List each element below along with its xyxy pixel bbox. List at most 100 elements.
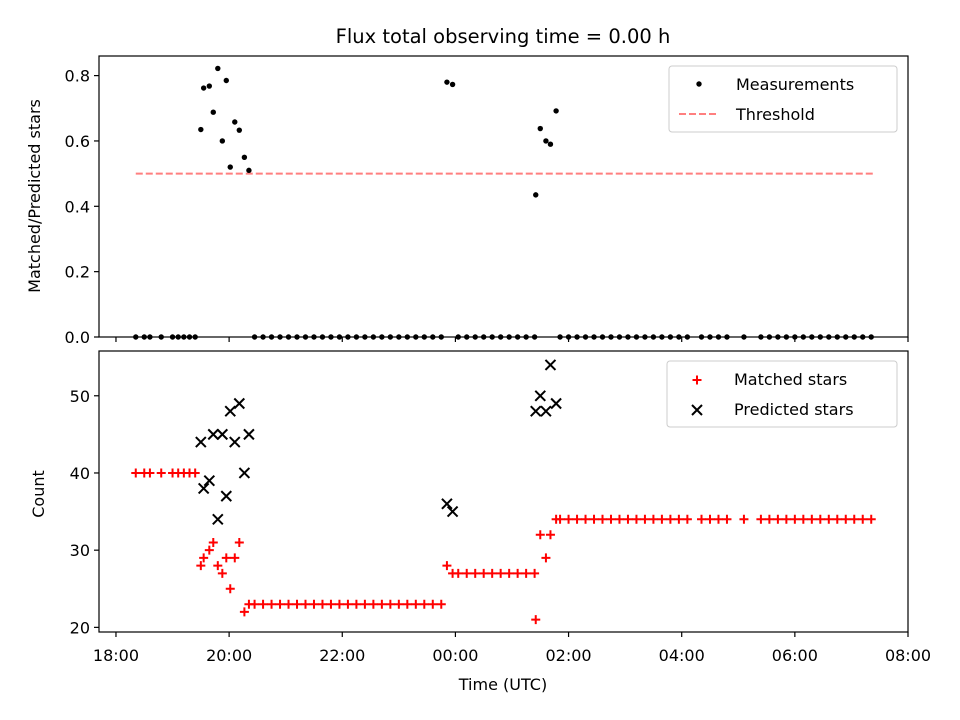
matched-star-point [351, 599, 361, 609]
measurement-point [200, 85, 207, 91]
predicted-star-point [203, 474, 216, 487]
predicted-star-point [212, 513, 224, 525]
bottom-marks [131, 359, 876, 625]
matched-star-point [326, 599, 336, 609]
matched-star-point [781, 514, 791, 524]
matched-star-point [815, 514, 825, 524]
legend-matched-plus [692, 375, 702, 385]
top-ytick-label: 0.8 [65, 67, 90, 86]
top-marks [133, 65, 875, 340]
bottom-xtick-label: 18:00 [93, 646, 139, 665]
matched-star-point [428, 599, 438, 609]
measurement-point [246, 167, 252, 174]
measurement-point [236, 127, 243, 133]
matched-star-point [648, 514, 658, 524]
bottom-xtick-label: 04:00 [659, 646, 705, 665]
measurement-point [444, 79, 450, 85]
bottom-panel: 20 30 40 50 18:00 20:00 22:00 00:00 02:00 04:00 06… [29, 350, 931, 694]
matched-star-point [623, 514, 633, 524]
matched-star-point [487, 568, 497, 578]
matched-star-point [581, 514, 591, 524]
matched-star-point [598, 514, 608, 524]
matched-star-point [343, 599, 353, 609]
bottom-ylabel: Count [29, 470, 48, 518]
measurement-point [227, 164, 233, 170]
matched-star-point [385, 599, 395, 609]
matched-star-point [541, 553, 551, 563]
matched-star-point [535, 530, 545, 540]
matched-star-point [841, 514, 851, 524]
matched-star-point [849, 514, 859, 524]
matched-star-point [564, 514, 574, 524]
matched-star-point [234, 537, 244, 547]
measurement-point [533, 192, 539, 198]
matched-star-point [807, 514, 817, 524]
matched-star-point [300, 599, 310, 609]
measurement-point [215, 65, 221, 72]
bottom-ytick-label: 20 [70, 618, 90, 637]
matched-star-point [470, 568, 480, 578]
matched-star-point [713, 514, 723, 524]
measurement-point [241, 154, 248, 160]
matched-star-point [572, 514, 582, 524]
measurement-point [219, 138, 226, 144]
matched-star-point [866, 514, 876, 524]
measurement-point [198, 126, 204, 133]
matched-star-point [275, 599, 285, 609]
measurement-point [553, 108, 559, 114]
predicted-star-point [195, 436, 207, 448]
legend-predicted-marker [691, 404, 703, 416]
matched-star-point [199, 553, 209, 563]
predicted-star-point [216, 428, 229, 441]
matched-star-point [225, 584, 235, 594]
matched-star-point [521, 568, 531, 578]
bottom-xtick-label: 22:00 [319, 646, 365, 665]
bottom-legend: Matched stars Predicted stars [666, 360, 898, 428]
predicted-star-point [220, 490, 232, 502]
matched-star-point [309, 599, 319, 609]
matched-star-point [213, 561, 223, 571]
predicted-star-point [197, 482, 210, 495]
matched-star-point [462, 568, 472, 578]
matched-star-point [739, 514, 749, 524]
measurement-point [543, 138, 549, 144]
bottom-xtick-label: 00:00 [432, 646, 478, 665]
measurement-point [537, 125, 543, 132]
matched-star-point [530, 568, 540, 578]
top-ylabel: Matched/Predicted stars [25, 99, 44, 293]
legend-threshold-label: Threshold [735, 105, 815, 124]
top-ytick-label: 0.4 [65, 197, 90, 216]
matched-star-point [606, 514, 616, 524]
bottom-xtick-label: 20:00 [206, 646, 252, 665]
bottom-legend-box [666, 360, 898, 428]
measurement-point [547, 141, 554, 147]
matched-star-point [764, 514, 774, 524]
top-ytick-label: 0.2 [65, 263, 90, 282]
predicted-star-point [550, 397, 562, 410]
matched-star-point [513, 568, 523, 578]
matched-star-point [258, 599, 268, 609]
matched-star-point [824, 514, 834, 524]
matched-star-point [196, 561, 206, 571]
matched-star-point [190, 468, 200, 478]
chart-title: Flux total observing time = 0.00 h [336, 25, 671, 48]
legend-predicted-label: Predicted stars [734, 400, 854, 419]
matched-star-point [790, 514, 800, 524]
matched-star-point [284, 599, 294, 609]
predicted-star-point [243, 428, 255, 441]
bottom-xtick-label: 06:00 [772, 646, 818, 665]
matched-star-point [442, 561, 452, 571]
matched-star-point [657, 514, 667, 524]
matched-star-point [798, 514, 808, 524]
predicted-star-point [534, 390, 546, 402]
predicted-star-point [233, 397, 246, 410]
matched-star-point [230, 553, 240, 563]
matched-star-point [156, 468, 166, 478]
matched-star-point [292, 599, 302, 609]
matched-star-point [250, 599, 260, 609]
predicted-star-point [238, 467, 251, 479]
matched-star-point [360, 599, 370, 609]
bottom-axes: 20 30 40 50 18:00 20:00 22:00 00:00 02:00 04:00 06… [70, 350, 931, 665]
bottom-ytick-label: 50 [70, 387, 90, 406]
